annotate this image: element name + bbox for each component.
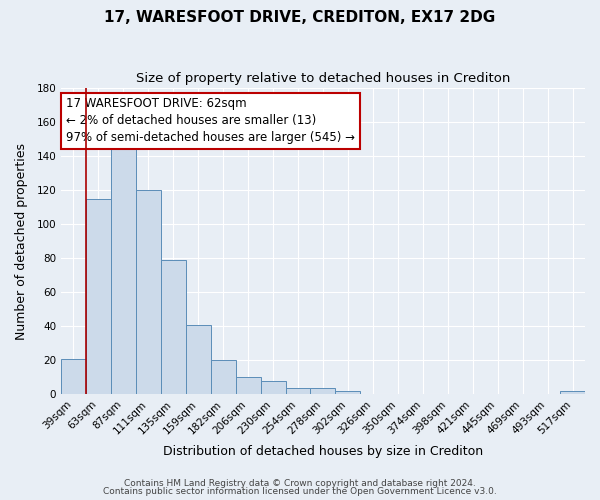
- Text: 17 WARESFOOT DRIVE: 62sqm
← 2% of detached houses are smaller (13)
97% of semi-d: 17 WARESFOOT DRIVE: 62sqm ← 2% of detach…: [66, 97, 355, 144]
- Bar: [286, 388, 310, 394]
- Bar: [111, 146, 136, 394]
- X-axis label: Distribution of detached houses by size in Crediton: Distribution of detached houses by size …: [163, 444, 483, 458]
- Text: Contains HM Land Registry data © Crown copyright and database right 2024.: Contains HM Land Registry data © Crown c…: [124, 478, 476, 488]
- Bar: [136, 190, 161, 394]
- Bar: [211, 360, 236, 394]
- Title: Size of property relative to detached houses in Crediton: Size of property relative to detached ho…: [136, 72, 510, 86]
- Bar: [161, 260, 186, 394]
- Bar: [560, 391, 585, 394]
- Y-axis label: Number of detached properties: Number of detached properties: [15, 143, 28, 340]
- Bar: [86, 198, 111, 394]
- Bar: [61, 358, 86, 394]
- Bar: [236, 378, 260, 394]
- Bar: [186, 324, 211, 394]
- Text: 17, WARESFOOT DRIVE, CREDITON, EX17 2DG: 17, WARESFOOT DRIVE, CREDITON, EX17 2DG: [104, 10, 496, 25]
- Text: Contains public sector information licensed under the Open Government Licence v3: Contains public sector information licen…: [103, 487, 497, 496]
- Bar: [260, 381, 286, 394]
- Bar: [335, 391, 361, 394]
- Bar: [310, 388, 335, 394]
